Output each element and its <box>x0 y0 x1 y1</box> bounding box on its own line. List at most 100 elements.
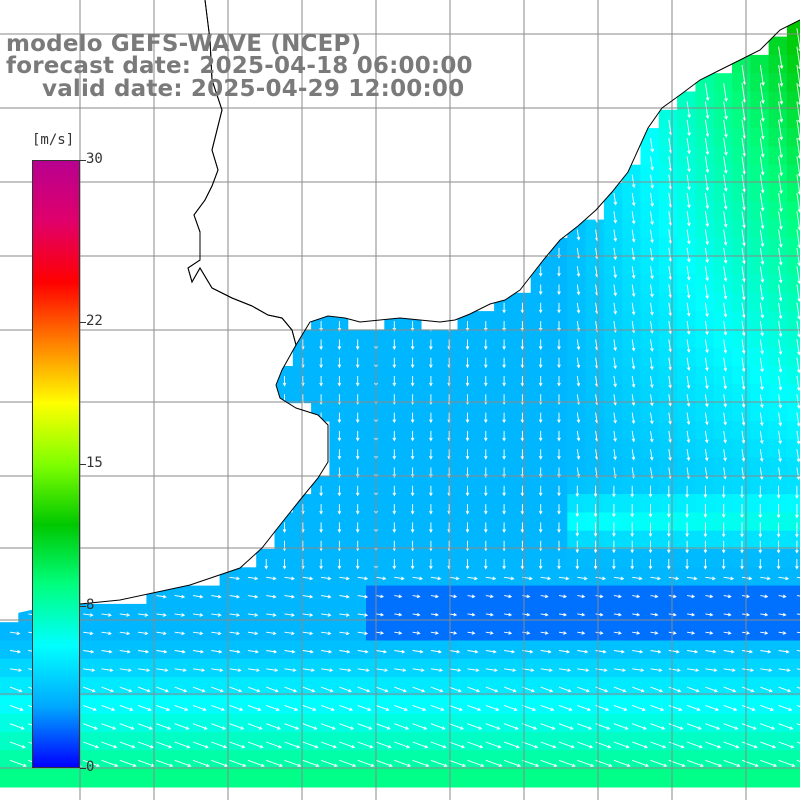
sea-cell <box>768 494 788 513</box>
sea-cell <box>640 658 660 678</box>
sea-cell <box>494 768 513 788</box>
sea-cell <box>603 695 623 715</box>
sea-cell <box>677 475 696 495</box>
wind-arrow <box>558 704 573 711</box>
wind-arrow <box>321 613 332 617</box>
wind-arrow <box>704 138 710 156</box>
sea-cell <box>530 567 550 587</box>
sea-cell <box>420 475 440 495</box>
sea-cell <box>512 713 532 733</box>
wind-arrow <box>430 649 442 654</box>
sea-cell <box>768 732 788 751</box>
wind-arrow <box>485 631 494 635</box>
sea-cell <box>567 732 587 751</box>
wind-arrow <box>704 394 709 408</box>
wind-arrow <box>284 594 295 599</box>
sea-cell <box>768 585 788 605</box>
sea-cell <box>713 183 733 202</box>
colorbar-tick-label: 15 <box>86 455 103 471</box>
sea-cell <box>567 347 587 367</box>
sea-cell <box>677 384 696 404</box>
sea-cell <box>603 256 623 276</box>
sea-cell <box>512 585 532 605</box>
wind-arrow <box>174 649 186 654</box>
sea-cell <box>585 384 605 404</box>
sea-cell <box>713 402 733 422</box>
wind-arrow <box>264 559 268 570</box>
wind-arrow <box>705 649 717 654</box>
wind-arrow <box>375 668 389 672</box>
sea-cell <box>183 640 202 660</box>
wind-arrow <box>796 741 800 744</box>
sea-cell <box>91 640 111 660</box>
wind-arrow <box>668 339 673 353</box>
wind-arrow <box>686 156 691 173</box>
sea-cell <box>768 347 788 367</box>
sea-cell <box>512 677 532 696</box>
sea-cell <box>640 475 660 495</box>
sea-cell <box>603 292 623 312</box>
wind-arrow <box>429 540 433 552</box>
sea-cell <box>329 677 349 696</box>
wind-arrow <box>557 339 561 350</box>
sea-cell <box>786 567 800 587</box>
wind-arrow <box>558 668 572 672</box>
wind-arrow <box>337 522 342 533</box>
sea-cell <box>750 713 770 733</box>
sea-cell <box>603 585 623 605</box>
wind-arrow <box>612 522 616 537</box>
sea-cell <box>512 732 532 751</box>
sea-cell <box>640 292 660 312</box>
wind-arrow <box>429 376 433 387</box>
wind-arrow <box>410 449 415 460</box>
wind-arrow <box>686 119 691 137</box>
wind-arrow <box>704 467 709 480</box>
wind-arrow <box>650 247 654 262</box>
wind-arrow <box>723 357 728 372</box>
wind-arrow <box>723 467 727 480</box>
sea-cell <box>512 439 532 459</box>
wind-arrow <box>394 668 407 672</box>
sea-cell <box>695 256 715 276</box>
wind-arrow <box>723 576 735 581</box>
wind-arrow <box>375 704 390 711</box>
sea-cell <box>603 366 623 385</box>
wind-arrow <box>778 156 783 177</box>
sea-cell <box>109 603 129 623</box>
sea-cell <box>494 567 513 587</box>
colorbar-tick-mark <box>80 464 86 465</box>
wind-arrow <box>575 522 580 537</box>
wind-arrow <box>430 686 444 693</box>
wind-arrow <box>357 668 370 672</box>
sea-cell <box>329 475 349 495</box>
sea-cell <box>640 201 660 221</box>
wind-arrow <box>394 649 406 654</box>
wind-arrow <box>355 559 360 570</box>
wind-arrow <box>778 594 787 599</box>
wind-arrow <box>320 741 337 749</box>
wind-arrow <box>449 704 463 711</box>
sea-cell <box>750 164 770 184</box>
wind-arrow <box>576 412 581 424</box>
wind-arrow <box>504 612 513 617</box>
sea-cell <box>183 750 202 770</box>
wind-arrow <box>485 612 494 617</box>
sea-cell <box>237 640 257 660</box>
sea-cell <box>530 274 550 294</box>
wind-arrow <box>337 559 342 570</box>
sea-cell <box>695 292 715 312</box>
sea-cell <box>713 768 733 788</box>
wind-arrow <box>631 449 636 461</box>
sea-cell <box>384 768 404 788</box>
sea-cell <box>439 512 459 532</box>
sea-cell <box>585 603 605 623</box>
sea-cell <box>695 567 715 587</box>
sea-cell <box>677 640 696 660</box>
sea-cell <box>494 420 513 440</box>
wind-arrow <box>687 668 700 672</box>
wind-arrow <box>723 211 728 228</box>
sea-cell <box>475 585 495 605</box>
sea-cell <box>91 658 111 678</box>
wind-arrow <box>485 723 501 730</box>
sea-cell <box>585 292 605 312</box>
